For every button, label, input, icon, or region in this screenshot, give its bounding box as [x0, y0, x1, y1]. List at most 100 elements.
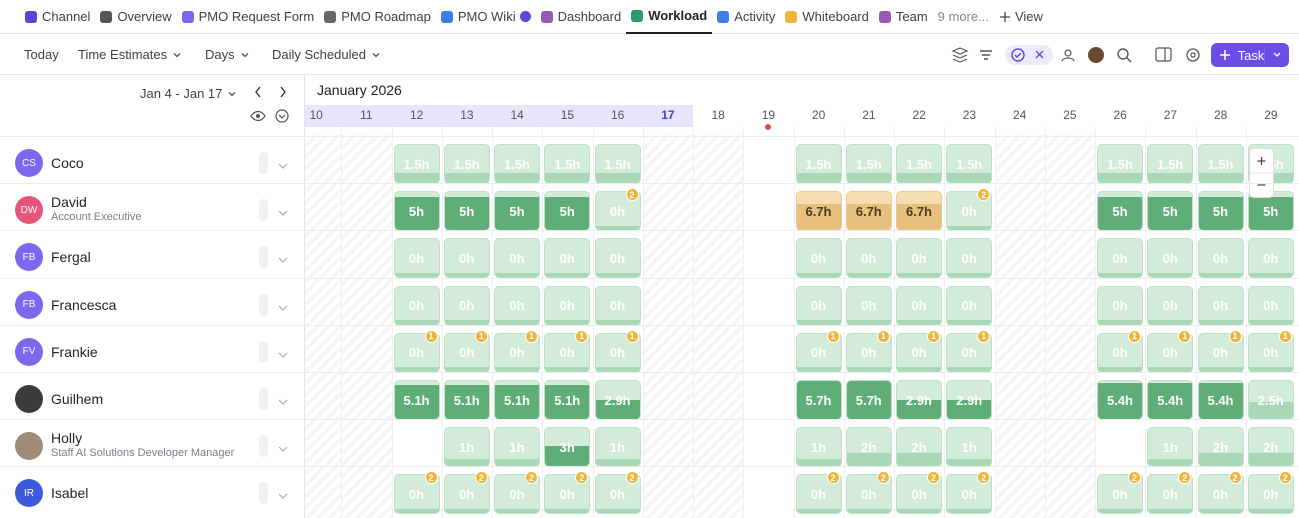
workload-cell[interactable]: 0h	[1147, 474, 1194, 515]
workload-cell[interactable]: 1.5h	[594, 144, 641, 184]
tab[interactable]: PMO Roadmap	[319, 0, 436, 34]
workload-cell[interactable]: 0h	[594, 474, 641, 515]
workload-cell[interactable]: 0h	[494, 238, 540, 279]
workload-cell[interactable]: 0h	[896, 238, 942, 279]
tab[interactable]: Whiteboard	[780, 0, 873, 34]
row-expand[interactable]	[278, 347, 288, 362]
workload-cell[interactable]: 2.9h	[594, 380, 641, 420]
workload-cell[interactable]: 1.5h	[1097, 144, 1143, 184]
workload-cell[interactable]: 1.5h	[494, 144, 540, 184]
toolbar-icons[interactable]	[950, 45, 1200, 65]
workload-cell[interactable]: 0h	[594, 191, 641, 232]
row-expand[interactable]	[278, 441, 288, 456]
workload-cell[interactable]: 2h	[1247, 427, 1294, 468]
workload-cell[interactable]: 5.1h	[393, 380, 440, 420]
row-expand[interactable]	[278, 300, 288, 315]
workload-cell[interactable]: 0h	[544, 285, 591, 326]
estimates-dropdown[interactable]: Time Estimates	[78, 47, 181, 62]
workload-cell[interactable]: 0h	[1097, 238, 1143, 279]
zoom-control[interactable]	[1249, 148, 1274, 198]
workload-cell[interactable]: 1.5h	[393, 144, 440, 184]
workload-cell[interactable]: 0h	[494, 285, 540, 326]
tab[interactable]: 9 more...	[933, 0, 994, 34]
workload-cell[interactable]: 5.4h	[1147, 380, 1194, 420]
workload-cell[interactable]: 3h	[544, 427, 591, 468]
row-expand[interactable]	[278, 252, 288, 267]
workload-cell[interactable]: 0h	[443, 238, 490, 279]
workload-cell[interactable]: 1h	[795, 427, 842, 468]
workload-cell[interactable]: 5h	[393, 191, 440, 232]
workload-cell[interactable]: 5h	[1197, 191, 1244, 232]
add-view[interactable]: View	[994, 0, 1048, 34]
workload-cell[interactable]: 2.9h	[896, 380, 942, 420]
workload-cell[interactable]: 0h	[594, 238, 641, 279]
scale-dropdown[interactable]: Days	[205, 47, 249, 62]
workload-cell[interactable]: 0h	[1197, 285, 1244, 326]
workload-cell[interactable]: 0h	[795, 238, 842, 279]
row-expand[interactable]	[278, 394, 288, 409]
workload-cell[interactable]: 5.1h	[544, 380, 591, 420]
workload-cell[interactable]: 2h	[1197, 427, 1244, 468]
date-range[interactable]: Jan 4 - Jan 17	[140, 86, 236, 101]
tab[interactable]: Activity	[712, 0, 780, 34]
workload-cell[interactable]: 1h	[1147, 427, 1194, 468]
workload-cell[interactable]: 1h	[946, 427, 993, 468]
today-button[interactable]: Today	[24, 47, 59, 62]
workload-cell[interactable]: 0h	[946, 238, 993, 279]
workload-cell[interactable]: 5.4h	[1097, 380, 1143, 420]
workload-cell[interactable]: 0h	[1197, 238, 1244, 279]
workload-cell[interactable]: 1.5h	[845, 144, 892, 184]
workload-cell[interactable]: 0h	[544, 238, 591, 279]
workload-cell[interactable]: 0h	[1247, 238, 1294, 279]
workload-cell[interactable]: 1.5h	[946, 144, 993, 184]
workload-cell[interactable]: 1.5h	[896, 144, 942, 184]
tab[interactable]: Team	[874, 0, 933, 34]
workload-cell[interactable]: 0h	[393, 238, 440, 279]
workload-cell[interactable]: 2h	[896, 427, 942, 468]
workload-cell[interactable]: 0h	[795, 285, 842, 326]
workload-cell[interactable]: 1h	[594, 427, 641, 468]
tab[interactable]: Overview	[95, 0, 176, 34]
workload-cell[interactable]: 0h	[443, 285, 490, 326]
workload-cell[interactable]: 0h	[1097, 285, 1143, 326]
workload-cell[interactable]: 0h	[1147, 285, 1194, 326]
row-expand[interactable]	[278, 158, 288, 173]
workload-cell[interactable]: 6.7h	[896, 191, 942, 232]
workload-cell[interactable]: 0h	[594, 285, 641, 326]
workload-cell[interactable]: 5h	[494, 191, 540, 232]
workload-cell[interactable]: 0h	[1197, 474, 1244, 515]
workload-cell[interactable]: 1h	[494, 427, 540, 468]
task-button[interactable]: Task	[1211, 43, 1289, 67]
workload-cell[interactable]: 1.5h	[1147, 144, 1194, 184]
workload-cell[interactable]: 0h	[845, 238, 892, 279]
workload-cell[interactable]: 0h	[544, 332, 591, 373]
tab[interactable]: Dashboard	[536, 0, 627, 34]
workload-cell[interactable]: 1.5h	[443, 144, 490, 184]
workload-cell[interactable]: 5h	[544, 191, 591, 232]
workload-cell[interactable]: 1.5h	[795, 144, 842, 184]
workload-cell[interactable]: 5.4h	[1197, 380, 1244, 420]
workload-cell[interactable]: 5h	[443, 191, 490, 232]
nav-icons[interactable]	[250, 83, 295, 133]
tab[interactable]: Channel	[20, 0, 95, 34]
tab[interactable]: Workload	[626, 0, 713, 34]
workload-cell[interactable]: 0h	[1147, 332, 1194, 373]
workload-cell[interactable]: 5h	[1147, 191, 1194, 232]
workload-cell[interactable]: 6.7h	[845, 191, 892, 232]
workload-cell[interactable]: 0h	[896, 285, 942, 326]
workload-cell[interactable]: 2.9h	[946, 380, 993, 420]
workload-cell[interactable]: 2h	[845, 427, 892, 468]
tab[interactable]: PMO Wiki	[436, 0, 536, 34]
workload-cell[interactable]: 1.5h	[544, 144, 591, 184]
workload-cell[interactable]: 0h	[393, 285, 440, 326]
workload-cell[interactable]: 0h	[946, 285, 993, 326]
tab[interactable]: PMO Request Form	[177, 0, 320, 34]
workload-cell[interactable]: 5h	[1097, 191, 1143, 232]
workload-cell[interactable]: 0h	[845, 285, 892, 326]
workload-cell[interactable]: 1.5h	[1197, 144, 1244, 184]
workload-cell[interactable]: 2.5h	[1247, 380, 1294, 420]
workload-cell[interactable]: 1h	[443, 427, 490, 468]
mode-dropdown[interactable]: Daily Scheduled	[272, 47, 380, 62]
workload-cell[interactable]: 5.1h	[443, 380, 490, 420]
workload-cell[interactable]: 5.7h	[795, 380, 842, 420]
